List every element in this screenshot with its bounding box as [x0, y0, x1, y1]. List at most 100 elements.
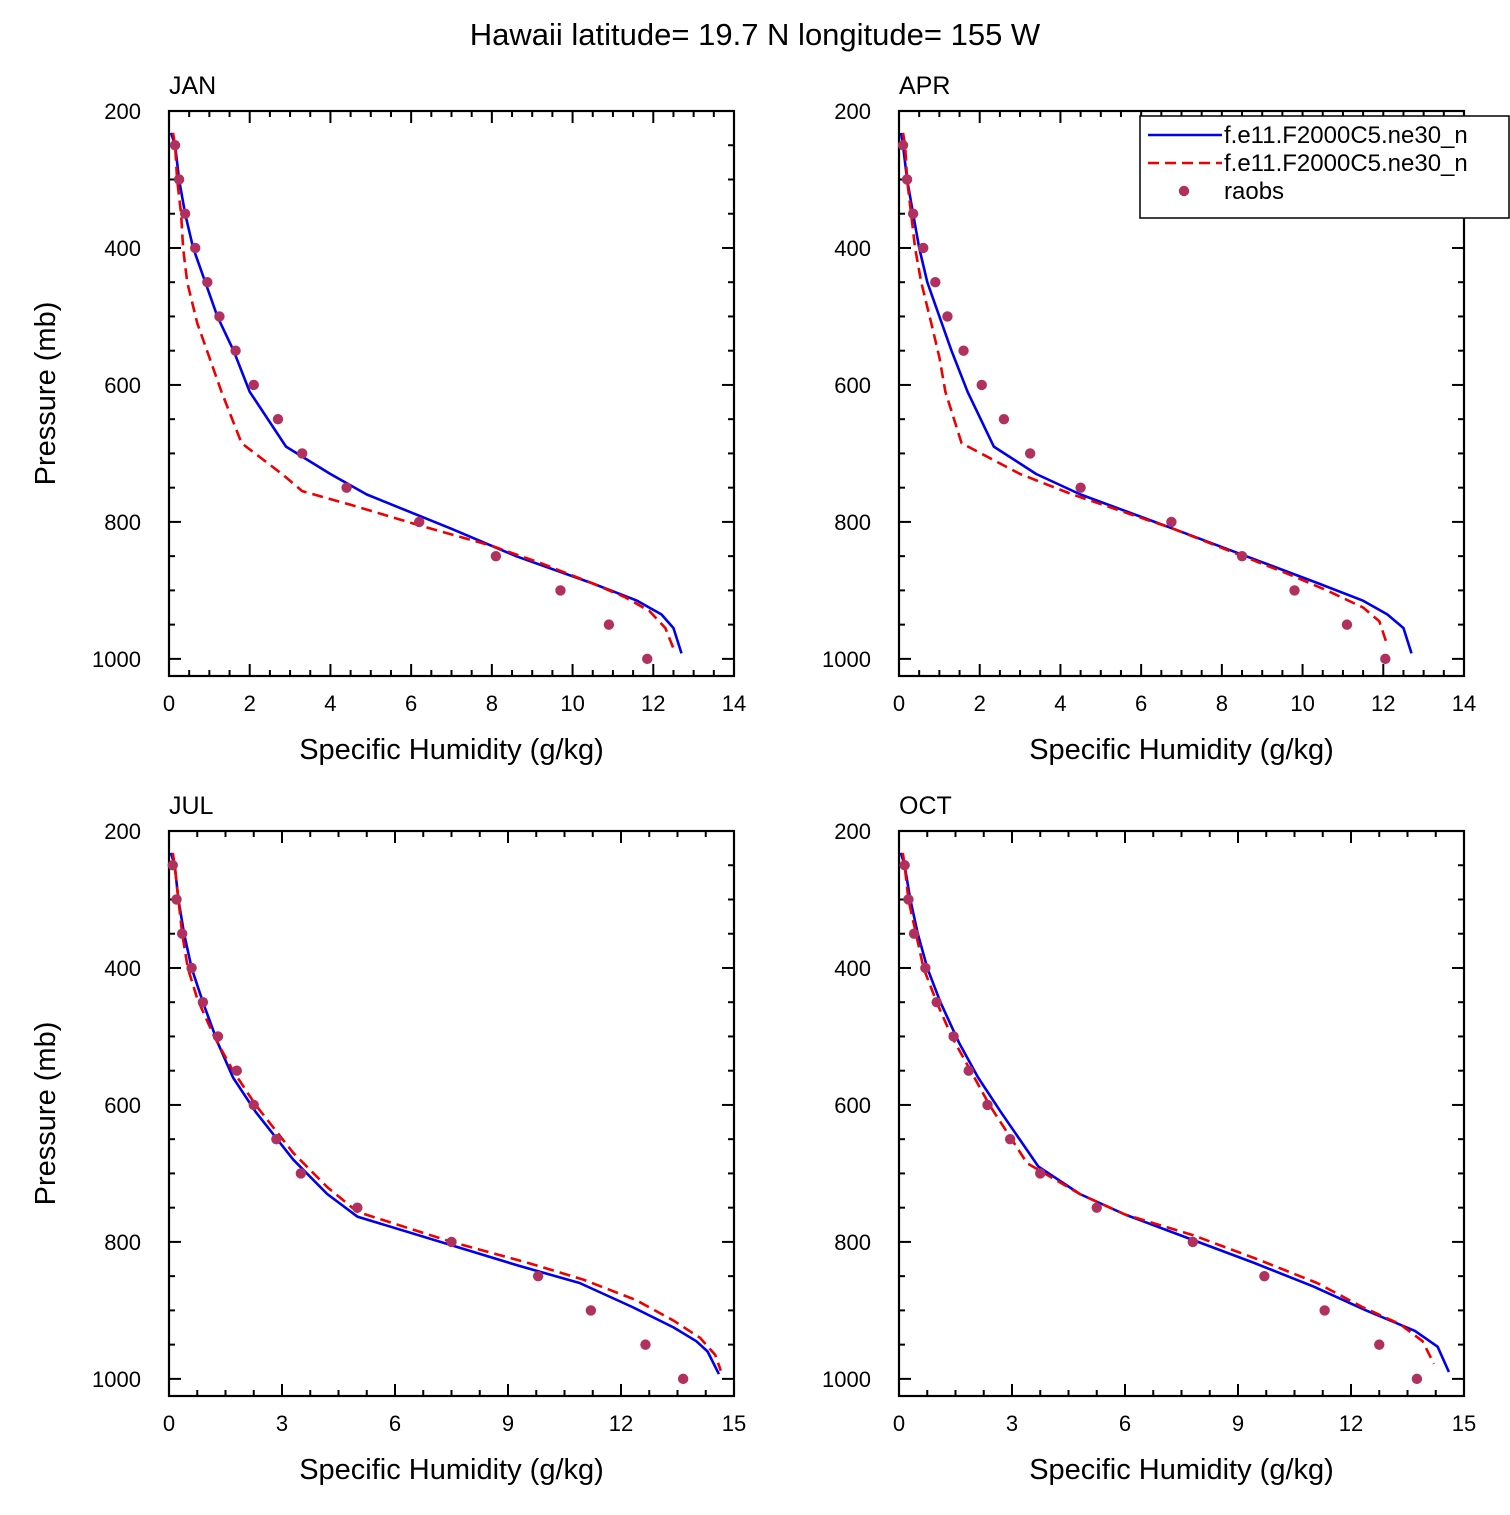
y-tick-label: 400: [834, 236, 871, 261]
data-point: [897, 140, 909, 151]
data-point: [1187, 1236, 1199, 1248]
x-axis-label: Specific Humidity (g/kg): [1029, 734, 1334, 766]
x-tick-label: 6: [1135, 691, 1147, 716]
x-tick-label: 2: [974, 691, 986, 716]
data-point: [490, 550, 502, 562]
data-point: [899, 860, 910, 871]
series-line-dashed: [171, 852, 723, 1372]
y-axis-label: Pressure (mb): [30, 1022, 62, 1206]
data-point: [190, 242, 201, 254]
series-raobs: [167, 860, 689, 1385]
x-tick-label: 4: [1054, 691, 1066, 716]
data-point: [167, 860, 178, 871]
y-tick-label: 200: [104, 99, 141, 124]
data-point: [1236, 550, 1248, 562]
x-tick-label: 12: [1371, 691, 1395, 716]
panel-jan: 0 2 4 6 8 10 12 14 200 400 600 800 1000 JAN Specific H…: [30, 72, 746, 766]
y-tick-label: 600: [834, 373, 871, 398]
data-point: [918, 242, 929, 254]
series-raobs: [899, 860, 1423, 1385]
x-tick-label: 4: [324, 691, 336, 716]
data-point: [1075, 482, 1086, 493]
data-point: [248, 379, 259, 391]
y-tick-label: 1000: [92, 1367, 141, 1392]
data-point: [948, 1031, 959, 1042]
x-tick-label: 2: [244, 691, 256, 716]
data-point: [930, 277, 941, 288]
data-point: [212, 1031, 224, 1042]
legend-entry-label: raobs: [1224, 178, 1284, 205]
x-tick-label: 14: [722, 691, 746, 716]
panel-oct: 0 3 6 9 12 15 200 400 600 800 1000 OCT Specific Humi…: [822, 792, 1476, 1486]
x-tick-label: 15: [1452, 1411, 1476, 1436]
data-point: [942, 311, 953, 322]
x-axis-label: Specific Humidity (g/kg): [1029, 1454, 1334, 1486]
panel-apr: 0 2 4 6 8 10 12 14 200 400 600 800 1000 APR Specific H…: [822, 72, 1476, 766]
x-axis-label: Specific Humidity (g/kg): [299, 734, 604, 766]
y-tick-label: 1000: [822, 1367, 871, 1392]
data-point: [186, 962, 197, 974]
data-point: [214, 311, 225, 322]
y-tick-label: 600: [104, 373, 141, 398]
y-tick-label: 800: [834, 510, 871, 535]
panel-label: APR: [899, 72, 950, 100]
series-line-dashed: [901, 852, 1436, 1365]
y-tick-label: 600: [834, 1093, 871, 1118]
series-line-dashed: [901, 132, 1389, 646]
data-point: [555, 585, 566, 596]
data-point: [982, 1099, 993, 1111]
x-tick-label: 10: [1290, 691, 1314, 716]
data-point: [1380, 653, 1391, 665]
x-tick-label: 6: [389, 1411, 401, 1436]
data-point: [1341, 619, 1353, 630]
data-point: [976, 379, 987, 391]
series-line-solid: [169, 852, 721, 1375]
y-tick-label: 800: [834, 1230, 871, 1255]
data-point: [179, 208, 191, 219]
data-point: [1024, 448, 1036, 459]
y-tick-label: 800: [104, 510, 141, 535]
data-point: [931, 997, 942, 1008]
x-tick-label: 12: [1339, 1411, 1363, 1436]
data-point: [271, 1133, 282, 1145]
y-tick-label: 200: [834, 99, 871, 124]
series-line-solid: [169, 132, 683, 654]
series-raobs: [897, 140, 1391, 665]
data-point: [920, 962, 931, 974]
y-tick-label: 1000: [822, 647, 871, 672]
data-point: [197, 997, 209, 1008]
legend-entry-label: f.e11.F2000C5.ne30_n: [1224, 122, 1468, 149]
y-tick-label: 200: [104, 819, 141, 844]
data-point: [295, 1168, 307, 1179]
y-tick-label: 1000: [92, 647, 141, 672]
data-point: [230, 345, 241, 356]
data-point: [272, 413, 284, 425]
data-point: [1091, 1202, 1102, 1213]
x-tick-label: 3: [276, 1411, 288, 1436]
legend-marker: [1178, 185, 1190, 197]
data-point: [903, 894, 914, 905]
panel-label: OCT: [899, 792, 952, 820]
data-point: [640, 1339, 651, 1350]
x-tick-label: 14: [1452, 691, 1476, 716]
data-point: [352, 1202, 363, 1213]
data-point: [1004, 1133, 1016, 1145]
legend: f.e11.F2000C5.ne30_nf.e11.F2000C5.ne30_n…: [1139, 115, 1510, 219]
y-tick-label: 400: [104, 236, 141, 261]
data-point: [585, 1305, 597, 1316]
series-line-solid: [899, 852, 1451, 1373]
y-tick-label: 400: [104, 956, 141, 981]
data-point: [231, 1065, 242, 1076]
data-point: [1289, 585, 1300, 596]
panel-jul: 0 3 6 9 12 15 200 400 600 800 1000 JUL Specific Humi…: [30, 792, 746, 1486]
data-point: [296, 448, 308, 459]
x-tick-label: 10: [560, 691, 584, 716]
data-point: [171, 894, 182, 905]
y-tick-label: 400: [834, 956, 871, 981]
x-tick-label: 0: [163, 1411, 175, 1436]
data-point: [446, 1236, 457, 1248]
x-tick-label: 9: [502, 1411, 514, 1436]
data-point: [677, 1373, 689, 1385]
x-tick-label: 15: [722, 1411, 746, 1436]
